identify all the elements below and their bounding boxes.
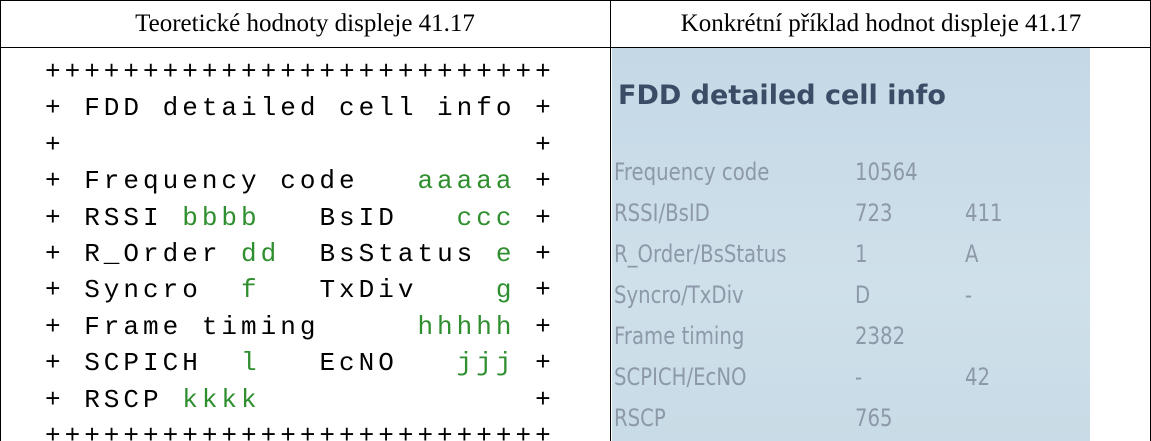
line-text: BsStatus [280, 239, 496, 269]
placeholder: hhhhh [417, 311, 516, 342]
line-text: ++++++++++++++++++++++++++ [45, 57, 555, 87]
row-value: 1 [855, 240, 868, 268]
display-title: FDD detailed cell info [618, 80, 946, 111]
row-label: Syncro/TxDiv [614, 281, 744, 309]
header-right: Konkrétní příklad hodnot displeje 41.17 [680, 10, 1082, 37]
row-value: D [855, 281, 871, 309]
row-label: RSSI/BsID [614, 199, 710, 227]
display-line: + FDD detailed cell info + [45, 91, 555, 125]
placeholder: jjj [456, 348, 516, 379]
row-value: 411 [965, 199, 1003, 227]
display-line: + Frequency code aaaaa + [45, 164, 555, 198]
column-divider [610, 0, 611, 441]
line-text: + SCPICH [45, 348, 242, 379]
header-left: Teoretické hodnoty displeje 41.17 [135, 10, 475, 37]
row-label: Frame timing [614, 322, 745, 350]
row-value: 765 [855, 404, 893, 432]
line-text: BsID [260, 202, 457, 233]
display-line: + RSCP kkkk + [45, 383, 555, 417]
placeholder: e [495, 239, 516, 269]
line-text: + [260, 384, 555, 415]
placeholder: kkkk [182, 384, 261, 415]
row-label: R_Order/BsStatus [614, 240, 787, 268]
placeholder: f [241, 275, 261, 306]
row-label: SCPICH/EcNO [614, 363, 747, 391]
line-text: + [515, 202, 555, 233]
line-text: + RSSI [45, 202, 183, 233]
display-line: ++++++++++++++++++++++++++ [45, 419, 555, 441]
row-label: Frequency code [614, 158, 770, 186]
placeholder: g [495, 275, 516, 306]
placeholder: l [241, 348, 261, 379]
line-text: + Frame timing [45, 311, 418, 342]
row-value: 42 [965, 363, 991, 391]
line-text: ++++++++++++++++++++++++++ [45, 421, 555, 441]
line-text: + Frequency code [45, 166, 418, 197]
display-line: + R_Order dd BsStatus e + [45, 237, 555, 271]
line-text: + [515, 348, 555, 379]
line-text: + Syncro [45, 275, 242, 306]
line-text: + + [45, 129, 555, 160]
row-value: 2382 [855, 322, 906, 350]
line-text: TxDiv [260, 275, 496, 306]
display-line: ++++++++++++++++++++++++++ [45, 55, 555, 89]
display-line: + Frame timing hhhhh + [45, 310, 555, 344]
row-value: - [965, 281, 973, 309]
row-value: - [855, 363, 863, 391]
placeholder: dd [241, 239, 281, 269]
line-text: + R_Order [45, 239, 242, 269]
line-text: EcNO [260, 348, 457, 379]
placeholder: ccc [456, 202, 516, 233]
line-text: + [515, 311, 555, 342]
placeholder: aaaaa [417, 166, 516, 197]
line-text: + RSCP [45, 384, 183, 415]
line-text: + [515, 166, 555, 197]
display-line: + RSSI bbbb BsID ccc + [45, 201, 555, 235]
display-line: + Syncro f TxDiv g + [45, 273, 555, 307]
placeholder: bbbb [182, 202, 261, 233]
row-value: 10564 [855, 158, 918, 186]
display-photo: FDD detailed cell info Frequency code 105… [612, 48, 1090, 441]
line-text: + FDD detailed cell info + [45, 93, 555, 124]
row-divider [0, 47, 1151, 48]
row-value: 723 [855, 199, 893, 227]
line-text: + [515, 239, 555, 269]
row-label: RSCP [614, 404, 666, 432]
line-text: + [515, 275, 555, 306]
display-line: + SCPICH l EcNO jjj + [45, 346, 555, 380]
display-line: + + [45, 128, 555, 162]
row-value: A [965, 240, 979, 268]
